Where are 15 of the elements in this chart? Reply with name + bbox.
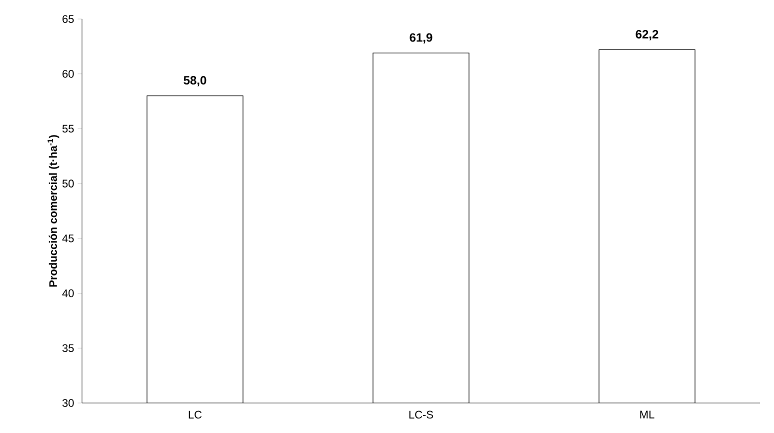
data-label: 58,0: [184, 76, 206, 86]
y-tick-label: 35: [62, 344, 74, 352]
x-tick-label: LC: [188, 410, 202, 419]
data-label: 61,9: [410, 33, 432, 44]
y-tick-label: 45: [62, 234, 74, 242]
data-label: 62,2: [636, 30, 658, 40]
y-tick-label: 30: [62, 399, 74, 407]
y-tick-label: 55: [62, 124, 74, 133]
y-axis-title: Producción comercial (t·ha$^{-1}$): [48, 135, 60, 287]
y-tick-label: 60: [62, 70, 74, 78]
x-tick-label: ML: [640, 410, 654, 418]
x-tick-label: LC-S: [409, 410, 434, 419]
y-tick-label: 50: [62, 180, 74, 188]
y-tick-label: 40: [62, 289, 74, 298]
y-tick-label: 65: [62, 15, 74, 23]
